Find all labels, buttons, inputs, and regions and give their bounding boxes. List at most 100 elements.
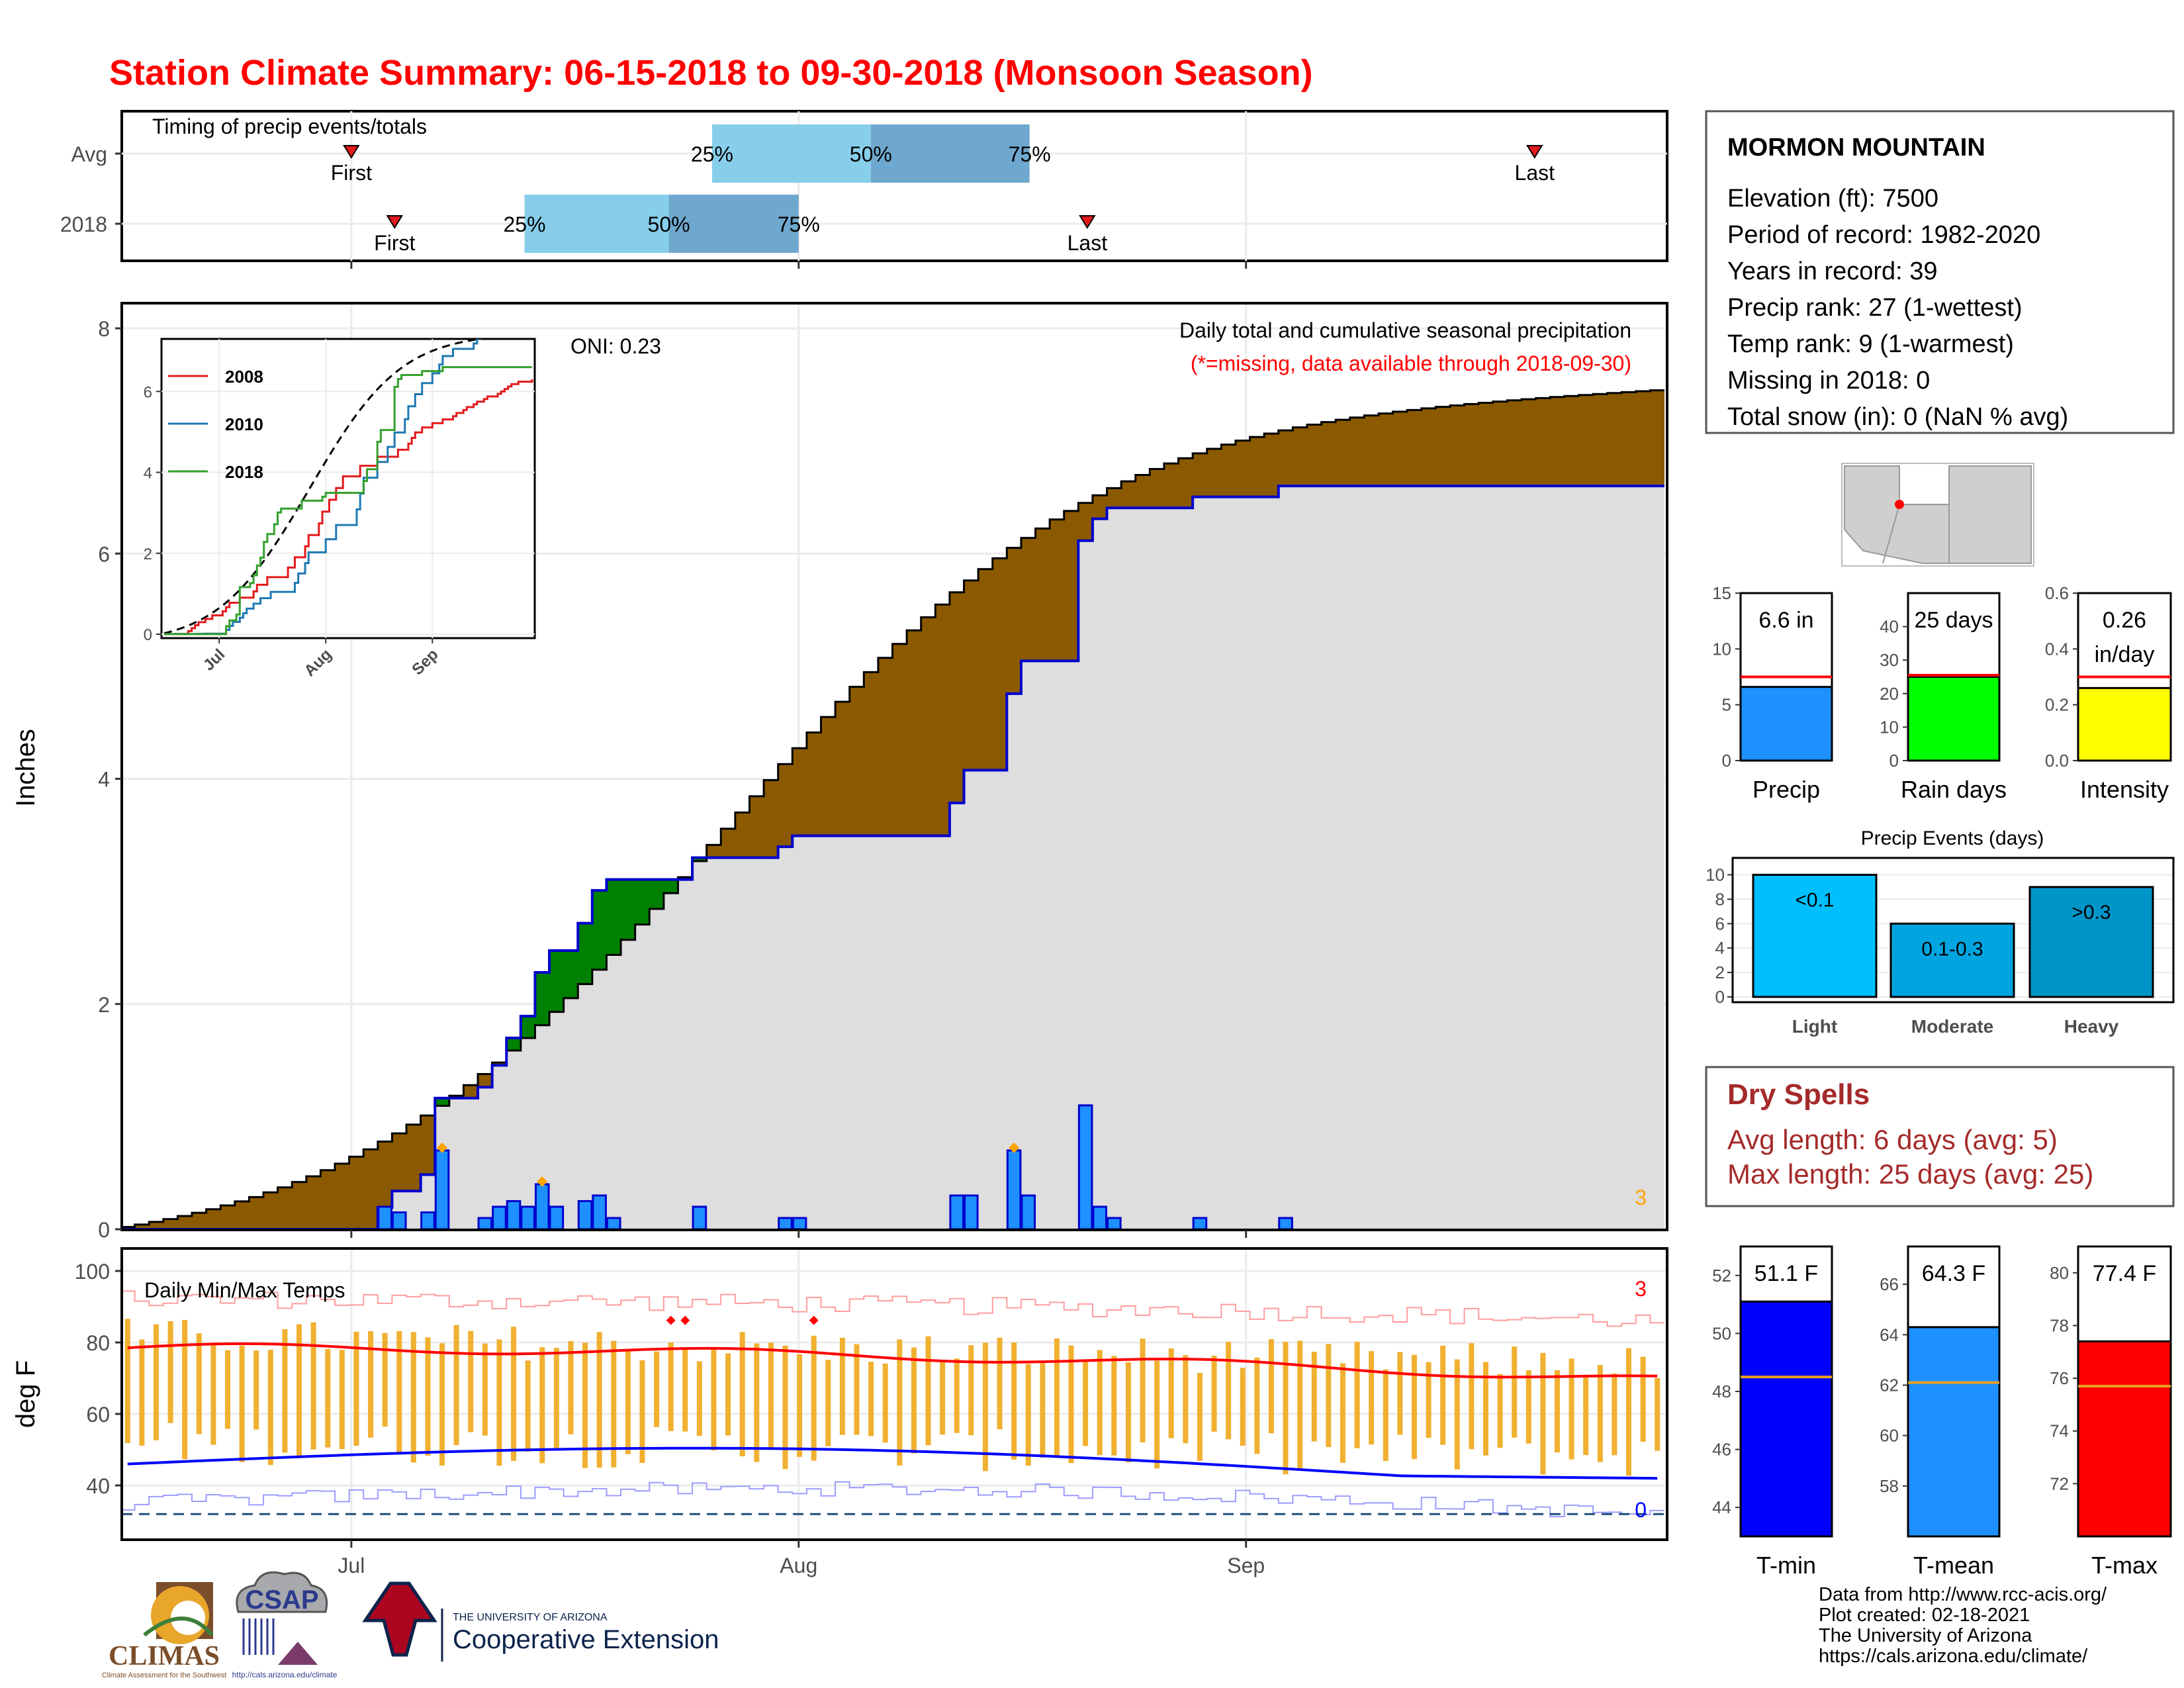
temp-plot-area — [122, 1290, 1667, 1518]
event-bar-moderate — [1889, 922, 2015, 998]
tick-label: 66 — [1880, 1274, 1899, 1294]
value-bar — [1907, 1326, 2001, 1538]
bar-panel-t-max: 72 74 76 78 80 77.4 F T-max — [2050, 1245, 2172, 1579]
last-marker-icon — [1079, 215, 1096, 229]
ua-logo-icon — [362, 1581, 437, 1657]
x-tick-label: Aug — [780, 1554, 817, 1577]
station-name: MORMON MOUNTAIN — [1727, 134, 1985, 162]
tick-label: 15 — [1712, 583, 1731, 603]
ua-logo-top-text: THE UNIVERSITY OF ARIZONA — [453, 1612, 608, 1623]
daily-precip-bar — [549, 1205, 565, 1230]
first-label: First — [374, 231, 415, 255]
daily-precip-bar — [792, 1217, 807, 1230]
record-low-line — [122, 1481, 1664, 1518]
legend-label-2008: 2008 — [225, 367, 263, 387]
events-tick-label: 4 — [1715, 938, 1725, 958]
daily-precip-bar — [592, 1194, 607, 1230]
value-bar — [1739, 686, 1833, 762]
tick-label: 74 — [2050, 1421, 2069, 1441]
daily-precip-bar — [1107, 1217, 1122, 1230]
climas-logo-subtext: Climate Assessment for the Southwest — [102, 1671, 226, 1679]
extreme-event-marker-icon — [1009, 1142, 1020, 1153]
precip-note: Daily total and cumulative seasonal prec… — [1179, 318, 1631, 342]
daily-precip-bar — [1192, 1217, 1208, 1230]
daily-precip-bar — [778, 1217, 793, 1230]
inset-y-tick-label: 6 — [144, 383, 152, 401]
daily-precip-bar — [1021, 1194, 1036, 1230]
extreme-count-label: 3 — [1635, 1186, 1647, 1209]
tick-label: 62 — [1880, 1375, 1899, 1395]
tick-label: 10 — [1880, 717, 1899, 737]
tick-label: 48 — [1712, 1382, 1731, 1401]
percent-50-label: 50% — [850, 142, 892, 166]
page-title: Station Climate Summary: 06-15-2018 to 0… — [109, 53, 1313, 93]
bar-label: T-mean — [1913, 1552, 1994, 1579]
daily-precip-bar — [506, 1199, 522, 1230]
daily-precip-bar — [949, 1194, 965, 1230]
tick-label: 0 — [1889, 751, 1899, 771]
temp-y-tick-label: 40 — [86, 1474, 110, 1498]
dry-spells-max: Max length: 25 days (avg: 25) — [1727, 1158, 2093, 1190]
events-tick-label: 10 — [1706, 865, 1725, 885]
normal-tmax-line — [127, 1342, 1658, 1379]
inset-series-line-2008 — [164, 379, 533, 635]
station-info-line: Elevation (ft): 7500 — [1727, 185, 1938, 212]
dry-spells-title: Dry Spells — [1727, 1078, 1870, 1111]
x-tick-label: Jul — [338, 1554, 365, 1577]
percent-25-label: 25% — [691, 142, 733, 166]
value-text: 77.4 F — [2093, 1261, 2156, 1286]
daily-precip-bar — [692, 1205, 707, 1230]
temp-y-tick-label: 100 — [75, 1260, 110, 1284]
record-high-line — [122, 1290, 1664, 1327]
last-label: Last — [1515, 161, 1555, 185]
credit-line: Plot created: 02-18-2021 — [1819, 1605, 2030, 1626]
tick-label: 20 — [1880, 684, 1899, 704]
oni-label: ONI: 0.23 — [570, 334, 661, 358]
temp-panel-bg — [122, 1248, 1667, 1540]
inset-chart — [160, 338, 536, 639]
timing-bar-50-75 — [870, 124, 1030, 183]
value-text: 25 days — [1914, 608, 1993, 633]
climas-swoosh — [143, 1617, 214, 1637]
daily-precip-bar — [477, 1217, 493, 1230]
station-location-marker — [1895, 500, 1904, 509]
legend-label-2010: 2010 — [225, 414, 263, 434]
event-bar-label: 0.1-0.3 — [1921, 938, 1983, 960]
tick-label: 5 — [1722, 695, 1731, 715]
record-low-count: 0 — [1635, 1498, 1647, 1522]
events-border — [1731, 857, 2175, 1004]
value-text: 0.26 — [2103, 608, 2146, 633]
station-info-line: Temp rank: 9 (1-warmest) — [1727, 330, 2014, 358]
temp-y-tick-label: 80 — [86, 1331, 110, 1355]
events-tick-label: 6 — [1715, 914, 1725, 933]
precip-events-title: Precip Events (days) — [1861, 827, 2044, 849]
value-text: in/day — [2095, 642, 2155, 667]
tick-label: 40 — [1880, 617, 1899, 637]
value-bar — [2077, 1340, 2172, 1538]
station-info-line: Precip rank: 27 (1-wettest) — [1727, 294, 2023, 322]
timing-bar-25-50 — [524, 195, 669, 253]
station-info-line: Years in record: 39 — [1727, 258, 1938, 285]
daily-precip-bar — [420, 1211, 435, 1230]
tick-label: 0.2 — [2045, 695, 2069, 715]
station-info-line: Missing in 2018: 0 — [1727, 367, 1930, 395]
temp-y-axis-label: deg F — [11, 1360, 40, 1428]
daily-precip-bar — [434, 1149, 450, 1230]
percent-25-label: 25% — [503, 212, 545, 236]
precip-y-axis-label: Inches — [11, 729, 40, 807]
tick-label: 46 — [1712, 1440, 1731, 1460]
value-bar — [1907, 676, 2001, 762]
record-high-marker-icon — [809, 1315, 819, 1325]
normal-tmin-line — [127, 1446, 1658, 1480]
station-info-line: Total snow (in): 0 (NaN % avg) — [1727, 403, 2068, 431]
csap-logo-subtext: http://cals.arizona.edu/climate — [232, 1670, 338, 1679]
bar-panel-t-mean: 58 60 62 64 66 64.3 F T-mean — [1880, 1245, 2001, 1579]
csap-cloud-icon — [236, 1571, 328, 1613]
timing-bar-50-75 — [668, 195, 799, 253]
extreme-event-marker-icon — [537, 1176, 548, 1187]
csap-logo-text: CSAP — [245, 1585, 318, 1615]
precip-plot-area — [122, 389, 1664, 1230]
event-bar-label: <0.1 — [1795, 890, 1834, 912]
bar-label: Precip — [1752, 776, 1820, 803]
